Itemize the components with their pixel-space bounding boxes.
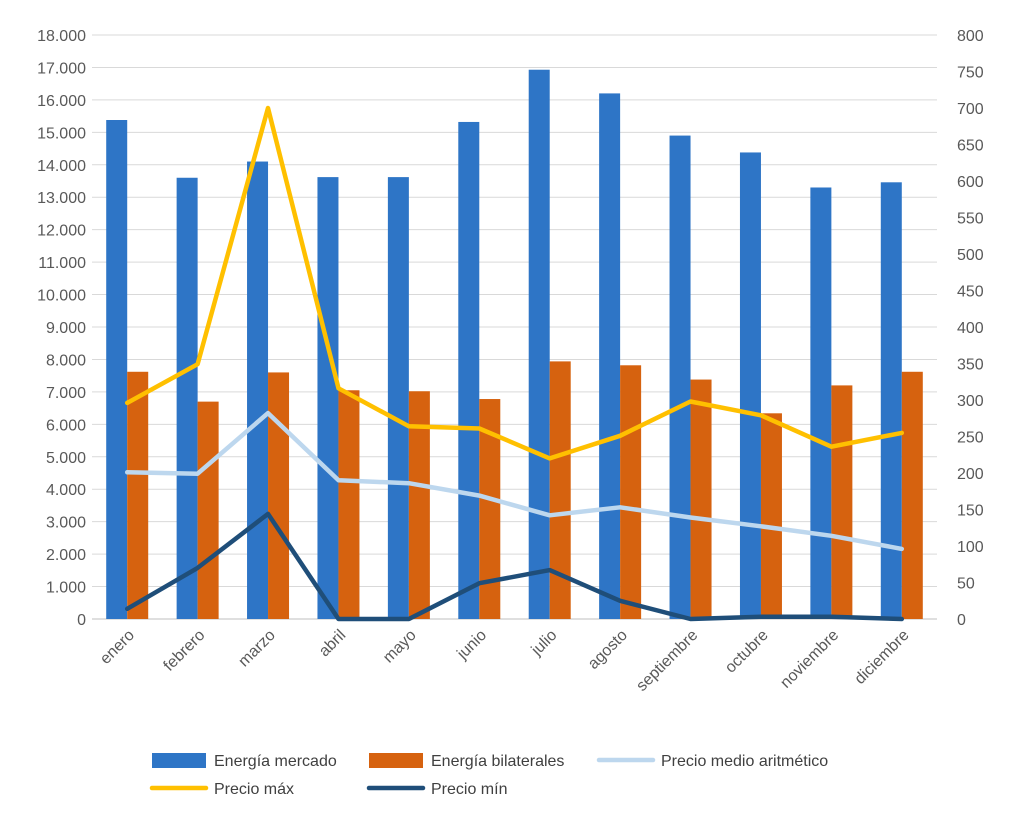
right-y-axis: 0 50 100 150 200 250 300 350 400 450 500 550 600 650 7… [957, 28, 984, 629]
x-tick-label: febrero [161, 627, 209, 675]
left-y-tick-label: 16.000 [37, 93, 86, 110]
series-line [124, 105, 905, 461]
left-y-tick-label: 6.000 [46, 417, 86, 434]
bar [880, 182, 902, 619]
legend-label: Energía mercado [214, 753, 337, 770]
x-tick-label: septiembre [633, 627, 701, 695]
right-y-tick-label: 350 [957, 357, 984, 374]
left-y-tick-label: 4.000 [46, 482, 86, 499]
right-y-tick-label: 550 [957, 211, 984, 228]
right-y-tick-label: 50 [957, 576, 975, 593]
x-tick-label: junio [453, 627, 490, 664]
right-y-tick-label: 450 [957, 284, 984, 301]
bar-series [106, 69, 923, 620]
bar [810, 187, 832, 619]
right-y-tick-label: 250 [957, 430, 984, 447]
x-tick-label: octubre [722, 627, 772, 677]
left-y-tick-label: 11.000 [38, 255, 86, 272]
gridlines [92, 34, 937, 620]
left-y-tick-label: 13.000 [37, 190, 86, 207]
bar [831, 385, 853, 619]
x-tick-label: noviembre [777, 627, 842, 692]
left-y-tick-label: 10.000 [37, 288, 86, 305]
left-y-tick-label: 5.000 [46, 450, 86, 467]
legend-swatch [369, 753, 423, 768]
right-y-tick-label: 100 [957, 539, 984, 556]
left-y-tick-label: 8.000 [46, 352, 86, 369]
bar [408, 391, 430, 619]
bar [317, 177, 339, 619]
bar [387, 177, 409, 619]
bar [620, 365, 642, 619]
left-y-axis: 0 1.000 2.000 3.000 4.000 5.000 6.000 7.000 8.00… [37, 28, 86, 629]
bar [549, 361, 571, 619]
right-y-tick-label: 500 [957, 247, 984, 264]
legend-label: Energía bilaterales [431, 753, 564, 770]
right-y-tick-label: 300 [957, 393, 984, 410]
legend: Energía mercado Energía bilaterales Precio… [149, 753, 828, 798]
x-tick-label: agosto [585, 627, 631, 673]
bar [268, 372, 290, 619]
bar [479, 399, 501, 619]
left-y-tick-label: 17.000 [37, 60, 86, 77]
bar [247, 161, 269, 620]
legend-label: Precio mín [431, 781, 507, 798]
left-y-tick-label: 2.000 [46, 547, 86, 564]
left-y-tick-label: 14.000 [37, 158, 86, 175]
x-tick-label: mayo [380, 627, 420, 667]
left-y-tick-label: 7.000 [46, 385, 86, 402]
bar [669, 135, 691, 620]
bar [760, 413, 782, 619]
right-y-tick-label: 600 [957, 174, 984, 191]
series-line [124, 511, 905, 622]
bar [690, 379, 712, 619]
x-tick-label: julio [528, 627, 561, 660]
right-y-tick-label: 700 [957, 101, 984, 118]
bar [106, 120, 128, 619]
left-y-tick-label: 9.000 [46, 320, 86, 337]
bar [197, 401, 219, 619]
right-y-tick-label: 200 [957, 466, 984, 483]
bar [599, 93, 621, 619]
legend-swatch [152, 753, 206, 768]
legend-label: Precio máx [214, 781, 294, 798]
right-y-tick-label: 650 [957, 138, 984, 155]
left-y-tick-label: 1.000 [46, 580, 86, 597]
x-tick-label: abril [316, 627, 349, 660]
right-y-tick-label: 400 [957, 320, 984, 337]
left-y-tick-label: 3.000 [46, 515, 86, 532]
left-y-tick-label: 0 [77, 612, 86, 629]
left-y-tick-label: 15.000 [37, 125, 86, 142]
x-axis: enero febrero marzo abril mayo junio julio agos… [97, 627, 913, 695]
series-line [124, 410, 905, 552]
bar [176, 177, 198, 619]
right-y-tick-label: 800 [957, 28, 984, 45]
right-y-tick-label: 0 [957, 612, 966, 629]
bar [739, 152, 761, 619]
left-y-tick-label: 18.000 [37, 28, 86, 45]
bar [338, 390, 360, 619]
left-y-tick-label: 12.000 [37, 223, 86, 240]
x-tick-label: diciembre [852, 627, 913, 688]
right-y-tick-label: 150 [957, 503, 984, 520]
x-tick-label: marzo [235, 627, 279, 671]
bar [458, 121, 480, 619]
legend-label: Precio medio aritmético [661, 753, 828, 770]
bar [127, 371, 149, 619]
line-series [124, 105, 905, 622]
x-tick-label: enero [97, 627, 138, 668]
right-y-tick-label: 750 [957, 65, 984, 82]
bar [528, 69, 550, 619]
bar [901, 371, 923, 619]
